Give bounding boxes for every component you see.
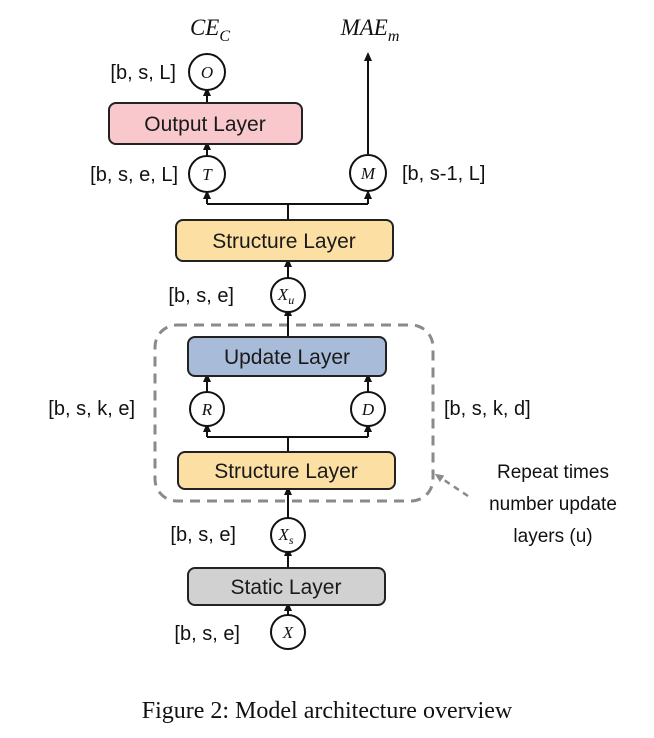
node-xs-label: Xs [277,525,293,547]
structure-layer-top-box: Structure Layer [175,219,394,262]
static-layer-label: Static Layer [231,576,342,599]
dim-label-d: [b, s, k, d] [444,398,531,420]
node-x-circle [270,614,306,650]
static-layer-rect [187,567,386,606]
repeat-block-dashed-box [153,323,435,503]
update-layer-label: Update Layer [224,346,350,369]
node-xs: Xs [270,517,306,553]
static-layer-box: Static Layer [187,567,386,606]
node-d-circle [350,391,386,427]
repeat-note-line-3: layers (u) [513,526,592,547]
repeat-note-line-1: Repeat times [497,462,609,483]
update-layer-box: Update Layer [187,336,387,377]
node-r-label: R [201,400,213,419]
node-o-circle [188,53,226,91]
node-o-label: O [201,63,213,82]
structure-layer-inner-rect [177,451,396,490]
structure-layer-top-rect [175,219,394,262]
output-layer-label: Output Layer [144,113,265,136]
output-layer-rect [108,102,303,145]
node-r-circle [189,391,225,427]
node-xu-label: Xu [277,285,294,307]
node-m-circle [349,154,387,192]
node-m: M [349,154,387,192]
node-x-label: X [282,623,294,642]
node-o: O [188,53,226,91]
figure-caption: Figure 2: Model architecture overview [142,698,513,724]
connectors [203,52,469,616]
structure-layer-inner-label: Structure Layer [214,460,358,483]
structure-layer-inner-box: Structure Layer [177,451,396,490]
repeat-note-line-2: number update [489,494,617,515]
repeat-note-arrow [434,473,469,498]
output-layer-box: Output Layer [108,102,303,145]
node-d: D [350,391,386,427]
node-t: T [188,155,226,193]
node-r: R [189,391,225,427]
output-mae-label: MAEm [340,15,400,45]
node-t-circle [188,155,226,193]
node-t-label: T [202,165,213,184]
dim-label-xu: [b, s, e] [168,285,234,307]
node-xs-circle [270,517,306,553]
node-xu: Xu [270,277,306,313]
dim-label-r: [b, s, k, e] [48,398,135,420]
dim-label-x: [b, s, e] [174,623,240,645]
output-ce-label: CEC [190,15,230,45]
dim-label-m: [b, s-1, L] [402,163,485,185]
node-xu-circle [270,277,306,313]
structure-layer-top-label: Structure Layer [212,230,356,253]
update-layer-rect [187,336,387,377]
dim-label-t: [b, s, e, L] [90,164,178,186]
node-m-label: M [360,164,376,183]
dim-label-xs: [b, s, e] [170,524,236,546]
dim-label-o: [b, s, L] [110,62,176,84]
node-x: X [270,614,306,650]
node-d-label: D [361,400,375,419]
